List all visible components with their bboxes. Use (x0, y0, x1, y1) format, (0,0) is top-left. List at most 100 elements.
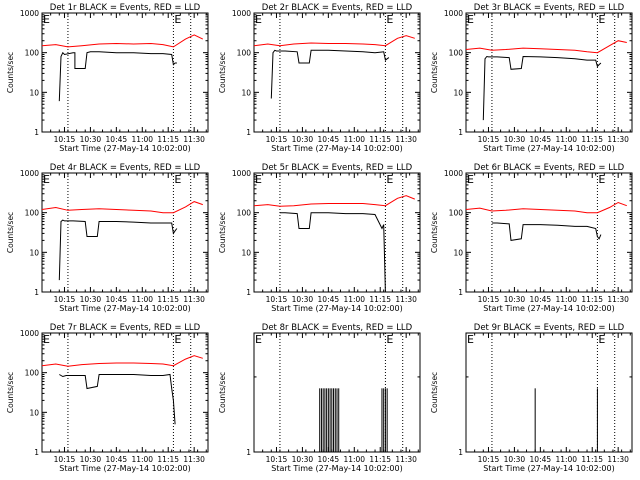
y-axis-label: Counts/sec (218, 212, 227, 253)
lld-series-line (253, 195, 415, 207)
x-tick-label: 10:15 (266, 455, 288, 464)
x-axis-label: Start Time (27-May-14 10:02:00) (483, 144, 614, 153)
x-tick-label: 11:00 (131, 455, 153, 464)
x-tick-label: 11:30 (607, 135, 629, 144)
y-tick-label: 100 (237, 209, 252, 218)
x-tick-label: 11:00 (555, 135, 577, 144)
detector-panel-3: Det 3r BLACK = Events, RED = LLD 1 10 100 10… (430, 3, 633, 153)
plot-frame (253, 172, 421, 293)
lld-series-line (41, 201, 203, 214)
x-tick-label: 10:30 (504, 455, 526, 464)
x-tick-label: 10:15 (266, 135, 288, 144)
detector-panel-1: Det 1r BLACK = Events, RED = LLD 1 10 100 10… (6, 3, 209, 153)
x-tick-label: 11:30 (607, 295, 629, 304)
y-tick-label: 100 (25, 49, 40, 58)
x-tick-label: 10:15 (54, 135, 76, 144)
y-tick-label: 1 (246, 288, 251, 297)
y-axis-label: Counts/sec (430, 372, 439, 413)
y-tick-label: 100 (25, 369, 40, 378)
flag-marker: E (174, 333, 181, 346)
x-tick-label: 10:45 (318, 135, 340, 144)
flag-marker: E (598, 173, 605, 186)
x-tick-label: 10:15 (54, 455, 76, 464)
flag-marker: E (174, 13, 181, 26)
x-tick-label: 11:15 (369, 455, 391, 464)
x-tick-label: 11:00 (343, 455, 365, 464)
plot-frame (253, 12, 421, 133)
x-axis-label: Start Time (27-May-14 10:02:00) (59, 464, 190, 473)
panel-title: Det 9r BLACK = Events, RED = LLD (474, 323, 625, 333)
y-tick-label: 1000 (20, 169, 39, 178)
x-tick-label: 11:00 (131, 295, 153, 304)
x-tick-label: 10:45 (530, 135, 552, 144)
flag-marker: E (467, 13, 474, 26)
y-tick-label: 100 (237, 49, 252, 58)
x-tick-label: 11:15 (157, 455, 179, 464)
panel-title: Det 8r BLACK = Events, RED = LLD (262, 323, 413, 333)
y-tick-label: 1 (34, 128, 39, 137)
y-axis-label: Counts/sec (430, 212, 439, 253)
y-axis-label: Counts/sec (430, 52, 439, 93)
flag-marker: E (386, 13, 393, 26)
flag-marker: E (255, 333, 262, 346)
y-tick-label: 1 (246, 448, 251, 457)
plot-frame (41, 12, 209, 133)
y-tick-label: 10 (29, 88, 39, 97)
events-series-line (58, 219, 178, 281)
x-tick-label: 10:45 (318, 295, 340, 304)
detector-panel-8: Det 8r BLACK = Events, RED = LLD 1 10:15 10… (218, 323, 421, 473)
y-tick-label: 1 (458, 288, 463, 297)
x-tick-label: 10:45 (106, 455, 128, 464)
x-tick-label: 11:15 (581, 455, 603, 464)
y-tick-label: 1 (246, 128, 251, 137)
x-tick-label: 11:30 (183, 295, 205, 304)
x-tick-label: 10:30 (292, 295, 314, 304)
x-tick-label: 11:15 (369, 135, 391, 144)
x-axis-label: Start Time (27-May-14 10:02:00) (271, 304, 402, 313)
plot-frame (41, 172, 209, 293)
events-series-line (270, 49, 390, 99)
x-axis-label: Start Time (27-May-14 10:02:00) (59, 304, 190, 313)
y-tick-label: 100 (449, 209, 464, 218)
x-tick-label: 11:15 (157, 295, 179, 304)
y-tick-label: 1000 (232, 9, 251, 18)
x-tick-label: 11:00 (555, 295, 577, 304)
flag-marker: E (255, 173, 262, 186)
y-tick-label: 10 (453, 88, 463, 97)
x-tick-label: 11:15 (581, 135, 603, 144)
y-tick-label: 10 (241, 248, 251, 257)
x-tick-label: 11:30 (395, 455, 417, 464)
y-axis-label: Counts/sec (218, 52, 227, 93)
flag-marker: E (467, 333, 474, 346)
y-tick-label: 1000 (232, 169, 251, 178)
x-tick-label: 11:30 (395, 295, 417, 304)
flag-marker: E (43, 13, 50, 26)
plot-frame (465, 172, 633, 293)
detector-panel-4: Det 4r BLACK = Events, RED = LLD 1 10 100 10… (6, 163, 209, 313)
events-series-line (482, 55, 602, 121)
x-tick-label: 11:15 (581, 295, 603, 304)
y-axis-label: Counts/sec (6, 52, 15, 93)
flag-marker: E (43, 173, 50, 186)
detector-panel-5: Det 5r BLACK = Events, RED = LLD 1 10 100 10… (218, 163, 421, 313)
panel-title: Det 4r BLACK = Events, RED = LLD (50, 163, 201, 173)
x-tick-label: 10:30 (504, 295, 526, 304)
flag-marker: E (43, 333, 50, 346)
y-tick-label: 1000 (444, 169, 463, 178)
plot-frame (465, 12, 633, 133)
x-tick-label: 10:45 (106, 295, 128, 304)
x-axis-label: Start Time (27-May-14 10:02:00) (483, 304, 614, 313)
panel-title: Det 7r BLACK = Events, RED = LLD (50, 323, 201, 333)
y-tick-label: 1000 (20, 9, 39, 18)
y-tick-label: 1 (34, 288, 39, 297)
y-tick-label: 1000 (444, 9, 463, 18)
flag-marker: E (386, 173, 393, 186)
y-tick-label: 1 (458, 448, 463, 457)
detector-panel-9: Det 9r BLACK = Events, RED = LLD 1 10:15 10… (430, 323, 633, 473)
x-tick-label: 10:45 (318, 455, 340, 464)
x-tick-label: 11:15 (157, 135, 179, 144)
x-tick-label: 10:30 (80, 455, 102, 464)
y-tick-label: 10 (241, 88, 251, 97)
x-tick-label: 10:15 (478, 295, 500, 304)
